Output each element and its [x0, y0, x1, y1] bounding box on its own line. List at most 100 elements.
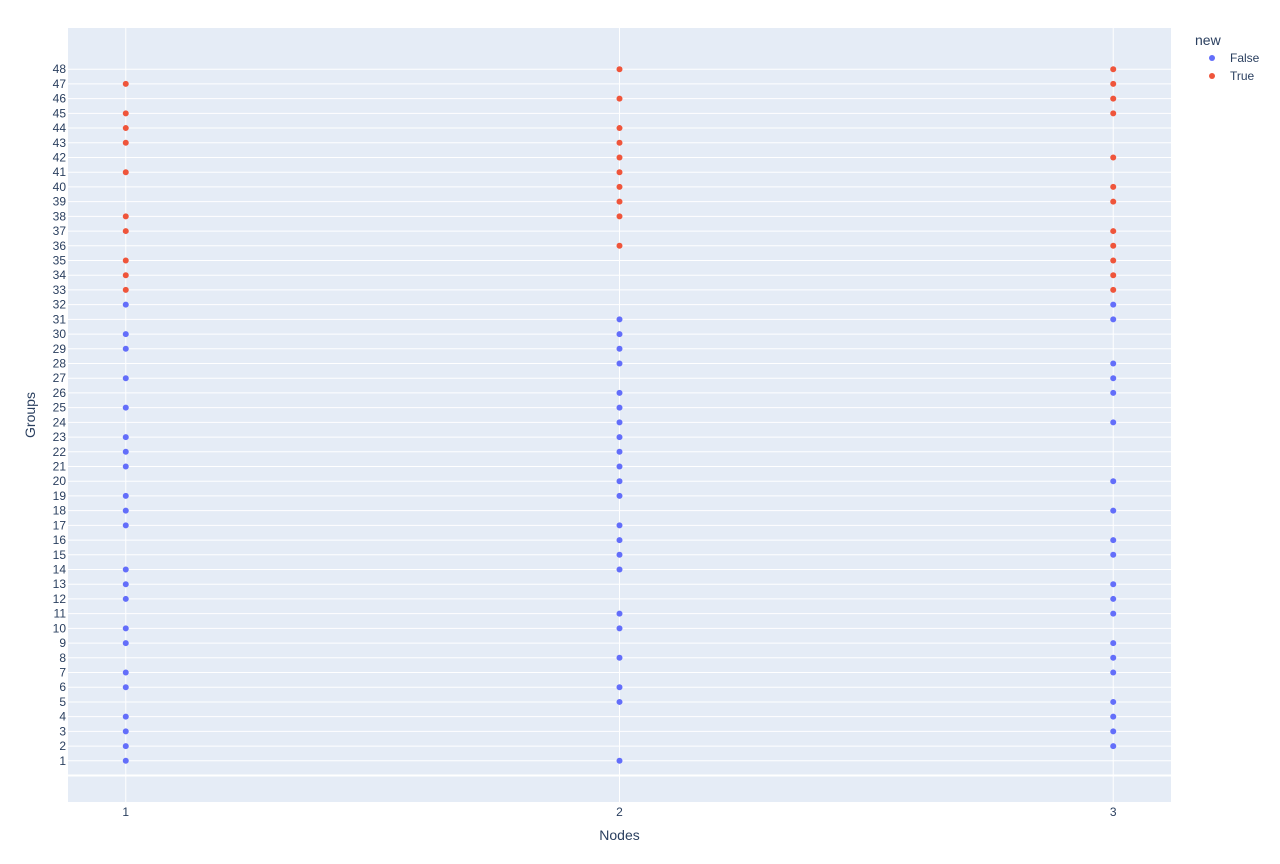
data-point-false[interactable] — [616, 389, 623, 396]
data-point-false[interactable] — [1110, 507, 1117, 514]
data-point-false[interactable] — [122, 728, 129, 735]
data-point-true[interactable] — [616, 198, 623, 205]
data-point-false[interactable] — [616, 625, 623, 632]
data-point-true[interactable] — [122, 213, 129, 220]
data-point-true[interactable] — [1110, 257, 1117, 264]
data-point-false[interactable] — [1110, 713, 1117, 720]
data-point-false[interactable] — [122, 522, 129, 529]
data-point-true[interactable] — [616, 66, 623, 73]
data-point-true[interactable] — [1110, 183, 1117, 190]
data-point-false[interactable] — [616, 331, 623, 338]
data-point-true[interactable] — [122, 257, 129, 264]
data-point-true[interactable] — [1110, 95, 1117, 102]
data-point-true[interactable] — [616, 242, 623, 249]
data-point-false[interactable] — [616, 434, 623, 441]
data-point-false[interactable] — [616, 551, 623, 558]
data-point-false[interactable] — [616, 316, 623, 323]
data-point-false[interactable] — [1110, 301, 1117, 308]
data-point-false[interactable] — [616, 654, 623, 661]
data-point-true[interactable] — [1110, 242, 1117, 249]
data-point-false[interactable] — [122, 331, 129, 338]
data-point-true[interactable] — [1110, 228, 1117, 235]
data-point-false[interactable] — [616, 492, 623, 499]
data-point-false[interactable] — [1110, 537, 1117, 544]
data-point-true[interactable] — [1110, 154, 1117, 161]
data-point-false[interactable] — [1110, 698, 1117, 705]
data-point-false[interactable] — [122, 448, 129, 455]
data-point-false[interactable] — [616, 684, 623, 691]
data-point-false[interactable] — [616, 345, 623, 352]
data-point-false[interactable] — [1110, 728, 1117, 735]
data-point-false[interactable] — [1110, 581, 1117, 588]
data-point-false[interactable] — [616, 757, 623, 764]
data-point-false[interactable] — [1110, 551, 1117, 558]
data-point-false[interactable] — [616, 419, 623, 426]
data-point-false[interactable] — [1110, 669, 1117, 676]
data-point-false[interactable] — [1110, 478, 1117, 485]
data-point-false[interactable] — [122, 743, 129, 750]
data-point-false[interactable] — [122, 669, 129, 676]
data-point-true[interactable] — [122, 110, 129, 117]
data-point-false[interactable] — [122, 404, 129, 411]
data-point-true[interactable] — [616, 169, 623, 176]
data-point-false[interactable] — [1110, 316, 1117, 323]
data-point-true[interactable] — [616, 125, 623, 132]
data-point-false[interactable] — [1110, 375, 1117, 382]
data-point-false[interactable] — [616, 698, 623, 705]
data-point-true[interactable] — [122, 125, 129, 132]
data-point-false[interactable] — [122, 301, 129, 308]
data-point-false[interactable] — [1110, 610, 1117, 617]
data-point-true[interactable] — [122, 228, 129, 235]
data-point-false[interactable] — [616, 463, 623, 470]
data-point-false[interactable] — [122, 595, 129, 602]
legend-item-false[interactable]: False — [1209, 51, 1260, 65]
data-point-false[interactable] — [122, 507, 129, 514]
data-point-false[interactable] — [616, 478, 623, 485]
data-point-false[interactable] — [616, 360, 623, 367]
data-point-false[interactable] — [1110, 360, 1117, 367]
data-point-false[interactable] — [122, 566, 129, 573]
data-point-false[interactable] — [616, 404, 623, 411]
y-tick-label: 44 — [53, 121, 67, 135]
data-point-false[interactable] — [1110, 419, 1117, 426]
data-point-true[interactable] — [122, 80, 129, 87]
data-point-false[interactable] — [122, 640, 129, 647]
legend[interactable]: new False True — [1195, 32, 1260, 83]
data-point-true[interactable] — [616, 95, 623, 102]
data-point-false[interactable] — [122, 625, 129, 632]
data-point-false[interactable] — [616, 566, 623, 573]
data-point-true[interactable] — [616, 183, 623, 190]
data-point-true[interactable] — [1110, 66, 1117, 73]
data-point-false[interactable] — [122, 757, 129, 764]
legend-item-true[interactable]: True — [1209, 69, 1255, 83]
data-point-false[interactable] — [122, 345, 129, 352]
data-point-true[interactable] — [1110, 286, 1117, 293]
data-point-false[interactable] — [616, 448, 623, 455]
data-point-false[interactable] — [616, 610, 623, 617]
data-point-true[interactable] — [616, 139, 623, 146]
data-point-false[interactable] — [122, 492, 129, 499]
data-point-true[interactable] — [122, 272, 129, 279]
data-point-false[interactable] — [122, 713, 129, 720]
data-point-true[interactable] — [122, 169, 129, 176]
data-point-true[interactable] — [1110, 110, 1117, 117]
data-point-false[interactable] — [1110, 595, 1117, 602]
data-point-false[interactable] — [1110, 654, 1117, 661]
data-point-false[interactable] — [1110, 743, 1117, 750]
data-point-true[interactable] — [1110, 80, 1117, 87]
data-point-false[interactable] — [122, 463, 129, 470]
data-point-false[interactable] — [1110, 640, 1117, 647]
data-point-false[interactable] — [122, 684, 129, 691]
data-point-false[interactable] — [122, 434, 129, 441]
data-point-true[interactable] — [122, 286, 129, 293]
data-point-false[interactable] — [122, 375, 129, 382]
data-point-false[interactable] — [122, 581, 129, 588]
data-point-true[interactable] — [1110, 272, 1117, 279]
data-point-true[interactable] — [1110, 198, 1117, 205]
data-point-false[interactable] — [616, 537, 623, 544]
data-point-false[interactable] — [616, 522, 623, 529]
data-point-true[interactable] — [616, 213, 623, 220]
data-point-true[interactable] — [122, 139, 129, 146]
data-point-false[interactable] — [1110, 389, 1117, 396]
data-point-true[interactable] — [616, 154, 623, 161]
